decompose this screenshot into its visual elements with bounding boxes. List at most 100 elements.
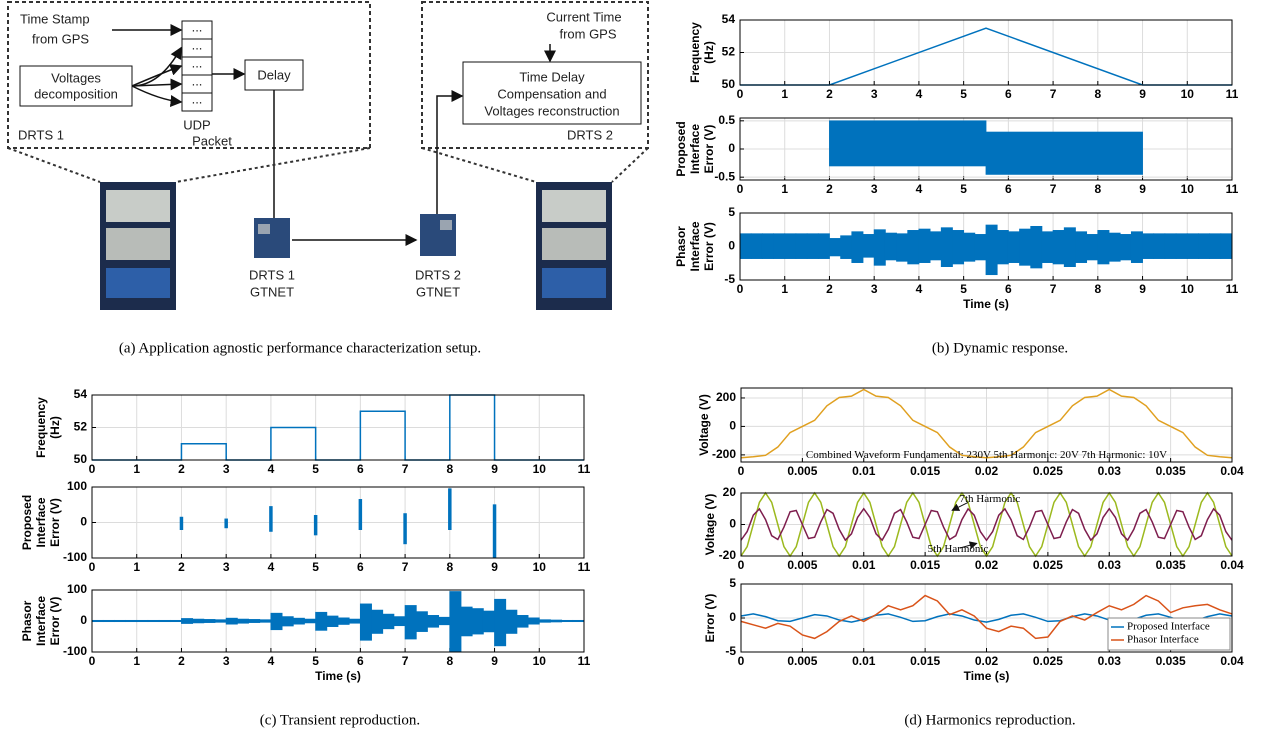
y-tick-label: 5 xyxy=(728,205,735,219)
x-tick-label: 8 xyxy=(1094,87,1101,101)
x-tick-label: 5 xyxy=(312,462,319,476)
axes-frame xyxy=(91,589,585,653)
x-tick-label: 0.025 xyxy=(1033,654,1063,668)
band-segment xyxy=(761,233,774,259)
x-tick-label: 1 xyxy=(781,182,788,196)
x-tick-label: 0.04 xyxy=(1220,654,1244,668)
legend-box xyxy=(1107,617,1231,651)
gtnet-card xyxy=(420,214,456,256)
y-axis-label: (Hz) xyxy=(48,416,62,439)
x-tick-label: 0.03 xyxy=(1098,558,1122,572)
band-segment xyxy=(817,233,830,259)
rack-panel xyxy=(106,268,170,298)
band-segment xyxy=(1220,233,1233,259)
rack-panel xyxy=(106,190,170,222)
y-axis-label: Error (V) xyxy=(702,222,716,271)
band-segment xyxy=(147,619,160,623)
band-segment xyxy=(918,228,931,263)
decomposition-box xyxy=(19,65,133,107)
x-tick-label: 0.015 xyxy=(910,464,940,478)
y-tick-label: 50 xyxy=(74,452,88,466)
x-tick-label: 9 xyxy=(491,560,498,574)
y-axis-label: Phasor xyxy=(20,600,34,641)
x-tick-label: 0.005 xyxy=(787,654,817,668)
band-segment xyxy=(359,603,372,641)
x-tick-label: 8 xyxy=(1094,182,1101,196)
zoom-lines xyxy=(7,147,649,183)
band-segment xyxy=(292,617,305,625)
band-segment xyxy=(326,615,339,627)
rack-panel xyxy=(542,228,606,260)
x-tick-label: 3 xyxy=(223,462,230,476)
box-label: Compensation and xyxy=(497,86,606,101)
x-tick-label: 0.005 xyxy=(787,464,817,478)
band-segment xyxy=(1119,234,1132,261)
x-tick-label: 0 xyxy=(89,654,96,668)
rack xyxy=(100,182,176,310)
y-tick-label: 50 xyxy=(722,77,736,91)
y-axis-label: (Hz) xyxy=(702,41,716,64)
x-tick-label: 4 xyxy=(268,462,275,476)
x-tick-label: 8 xyxy=(446,560,453,574)
y-tick-label: -100 xyxy=(63,644,87,658)
band-segment xyxy=(113,619,126,623)
band-segment xyxy=(1209,233,1222,259)
band-segment xyxy=(382,613,395,630)
drts-label: DRTS 1 xyxy=(18,127,64,142)
packet-dots: ... xyxy=(192,19,203,34)
chart-panel: 0 1 2 3 4 5 6 7 8 9 10 11 50 52 54 Frequency (Hz) xyxy=(688,12,1238,101)
x-tick-label: 0 xyxy=(737,182,744,196)
x-tick-label: 10 xyxy=(1181,182,1195,196)
x-tick-label: 2 xyxy=(826,282,833,296)
box-label: Delay xyxy=(257,67,291,82)
chart-panel: 0 0.005 0.01 0.015 0.02 0.025 0.03 0.035 0.04-50… xyxy=(703,576,1244,683)
y-axis-label: Proposed xyxy=(20,495,34,550)
x-tick-label: 10 xyxy=(533,654,547,668)
band-segment xyxy=(1052,230,1065,265)
gps-label: from GPS xyxy=(559,26,616,41)
band-segment xyxy=(179,516,184,530)
band-segment xyxy=(415,611,428,632)
band-segment xyxy=(337,617,350,625)
x-tick-label: 0.04 xyxy=(1220,464,1244,478)
band-segment xyxy=(1086,234,1099,261)
band-segment xyxy=(248,619,261,623)
x-tick-label: 2 xyxy=(826,87,833,101)
band-segment xyxy=(482,610,495,633)
x-tick-label: 0.01 xyxy=(852,654,876,668)
x-tick-label: 0.035 xyxy=(1156,558,1186,572)
y-tick-label: 54 xyxy=(74,387,88,401)
chart-panel: 0 0.005 0.01 0.015 0.02 0.025 0.03 0.035 0.04 -20… xyxy=(703,485,1244,572)
x-tick-label: 9 xyxy=(491,654,498,668)
x-tick-label: 0.025 xyxy=(1033,464,1063,478)
x-tick-label: 9 xyxy=(491,462,498,476)
caption: (b) Dynamic response. xyxy=(932,340,1068,356)
axes-frame xyxy=(740,492,1233,557)
band-segment xyxy=(225,617,238,625)
x-tick-label: 0.035 xyxy=(1156,654,1186,668)
setup-diagram: Time Stamp from GPS Voltages decompositi… xyxy=(7,1,649,310)
x-tick-label: 4 xyxy=(268,560,275,574)
x-tick-label: 2 xyxy=(826,182,833,196)
x-tick-label: 7 xyxy=(402,462,409,476)
card-chip xyxy=(440,220,452,230)
band-segment xyxy=(806,233,819,259)
box-label: Time Delay xyxy=(519,69,585,84)
band-segment xyxy=(985,224,998,276)
y-axis-label: Frequency xyxy=(34,397,48,458)
y-axis-label: Voltage (V) xyxy=(697,394,711,456)
band-segment xyxy=(1097,230,1110,265)
band-segment xyxy=(773,233,786,259)
x-tick-label: 10 xyxy=(533,462,547,476)
drts-label: DRTS 2 xyxy=(567,127,613,142)
band-segment xyxy=(851,231,864,263)
y-tick-label: 0 xyxy=(729,610,736,624)
band-segment xyxy=(884,232,897,261)
y-tick-label: 20 xyxy=(723,485,737,499)
band-segment xyxy=(1130,231,1143,263)
band-segment xyxy=(784,233,797,259)
band-segment xyxy=(1175,233,1188,259)
